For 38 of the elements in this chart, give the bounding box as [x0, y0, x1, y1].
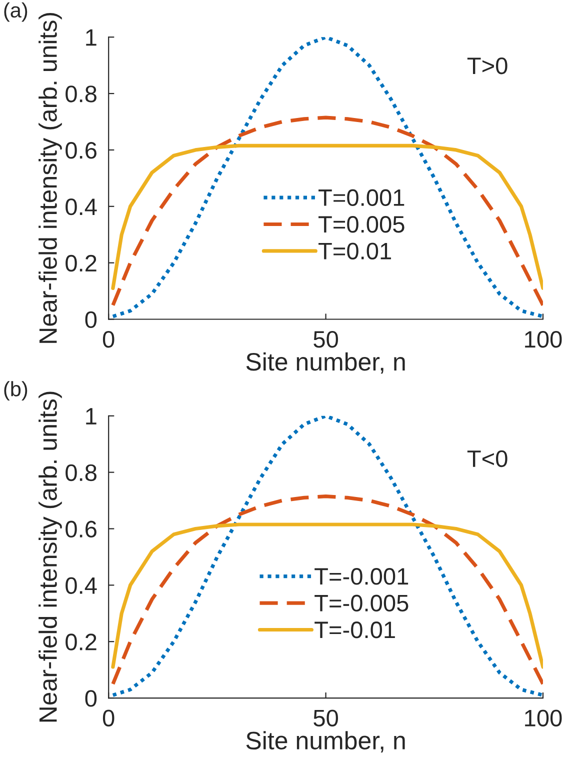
x-tick-label: 0	[102, 710, 114, 726]
y-tick-label: 0.2	[66, 634, 96, 650]
y-tick-label: 0.6	[66, 520, 96, 538]
y-tick-label: 0.4	[66, 577, 97, 594]
y-tick-label: 0	[85, 690, 97, 707]
line-series	[111, 494, 543, 686]
text: (a)	[4, 2, 28, 22]
y-tick-label: 0.8	[66, 464, 96, 482]
x-tick-label: 100	[525, 330, 562, 348]
x-axis-title: Site number, n	[246, 731, 405, 752]
x-tick-label: 50	[314, 330, 338, 348]
y-tick-label: 0.2	[66, 254, 96, 272]
line-series	[111, 522, 543, 669]
legend-label: T=-0.005	[314, 594, 408, 612]
line-series	[111, 116, 543, 307]
y-tick-label: 0.8	[66, 86, 96, 102]
legend-label: T=-0.01	[314, 622, 395, 638]
y-tick-label: 1	[86, 29, 96, 46]
legend-label: T=0.005	[318, 216, 404, 233]
y-tick-label: 0	[85, 311, 97, 328]
line-series	[111, 37, 543, 318]
line-series	[111, 416, 543, 698]
y-axis-title: Near-field intensity (arb. units)	[38, 392, 62, 722]
x-axis-title: Site number, n	[246, 352, 405, 374]
x-tick-label: 50	[314, 710, 338, 726]
legend-label: T=0.001	[318, 189, 404, 206]
legend-label: T=0.01	[318, 242, 391, 260]
line-series	[111, 144, 543, 290]
legend-label: T=-0.001	[314, 568, 408, 585]
y-axis-title: Near-field intensity (arb. units)	[38, 12, 62, 343]
x-tick-label: 0	[102, 330, 114, 348]
text: (b)	[4, 381, 28, 400]
annotation: T<0	[467, 450, 508, 468]
y-tick-label: 0.6	[66, 142, 96, 159]
y-tick-label: 0.4	[66, 198, 97, 216]
annotation: T>0	[467, 57, 508, 74]
x-tick-label: 100	[525, 710, 562, 726]
y-tick-label: 1	[86, 408, 96, 424]
